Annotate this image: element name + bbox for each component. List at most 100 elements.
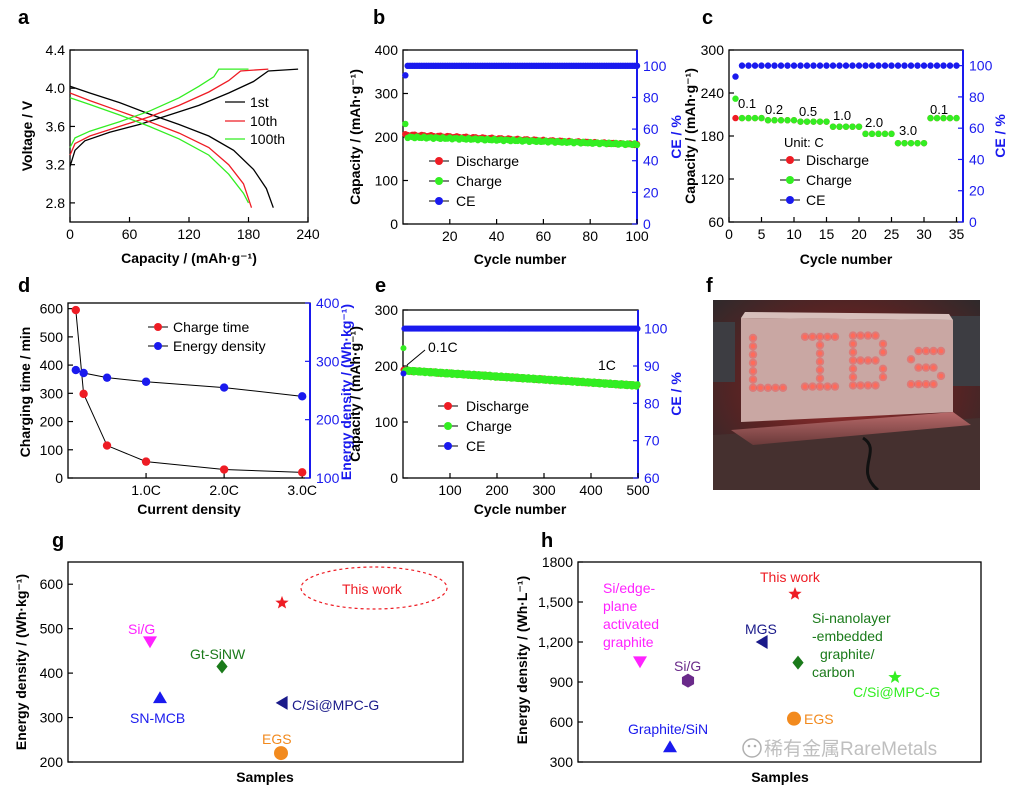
ce-point <box>881 62 889 69</box>
panel-e-x-tick-label: 300 <box>532 482 556 498</box>
led-dot <box>850 358 856 363</box>
panel-a-y-axis-label: Voltage / V <box>19 100 35 171</box>
charge-time-point <box>102 441 112 450</box>
charge-point <box>829 123 837 130</box>
panel-h-label-si-nanolayer-1: Si-nanolayer <box>812 610 891 626</box>
panel-g-y-tick-label: 200 <box>40 754 64 770</box>
legend-label-discharge: Discharge <box>456 153 519 169</box>
marker-Graphite/SiN <box>663 740 677 753</box>
panel-h-y-tick-label: 1800 <box>542 554 573 570</box>
ce-point <box>829 62 837 69</box>
panel-c-x-tick-label: 15 <box>819 226 835 242</box>
panel-d-y-tick-label: 600 <box>40 301 64 317</box>
panel-e-label: e <box>375 275 386 297</box>
led-dot <box>850 341 856 347</box>
legend-label-10th: 10th <box>250 113 277 129</box>
charge-point <box>803 118 811 125</box>
panel-h-ticks: 300 600 900 1,200 1,500 1800 <box>538 554 583 770</box>
watermark-text: 稀有金属RareMetals <box>764 738 937 760</box>
panel-b-y2-tick-label: 80 <box>643 89 659 105</box>
led-dot <box>750 368 756 374</box>
led-dot <box>923 381 929 387</box>
ce-point <box>849 62 856 69</box>
led-dot <box>765 385 771 391</box>
legend-label-100th: 100th <box>250 131 285 147</box>
wechat-icon-dot <box>747 744 751 748</box>
marker-Gt-SiNW <box>216 659 228 674</box>
led-dot <box>832 334 838 340</box>
ce-point <box>933 62 941 69</box>
panel-e-y-tick-label: 300 <box>375 302 399 318</box>
series-10th-charge-line <box>69 68 269 156</box>
ce-point <box>868 62 876 69</box>
led-dot <box>825 384 830 389</box>
panel-h-axes-frame <box>577 561 982 763</box>
panel-e-y-tick-label: 200 <box>375 358 399 374</box>
led-dot <box>938 373 944 379</box>
marker-Si/edge-plane activated graphite <box>633 656 647 669</box>
charge-point <box>400 345 407 352</box>
charge-point <box>771 117 778 124</box>
legend-label-discharge: Discharge <box>466 398 529 414</box>
panel-g-highlight-label: This work <box>342 581 403 597</box>
ce-point <box>758 62 765 69</box>
led-dot <box>916 381 921 387</box>
sign-panel <box>741 318 953 422</box>
charge-point <box>816 118 824 125</box>
led-dot <box>817 342 823 348</box>
charge-point <box>862 130 869 138</box>
legend-marker-discharge <box>435 157 443 165</box>
ce-point <box>634 325 641 332</box>
panel-c-y-tick-label: 300 <box>701 42 725 58</box>
panel-c-x-tick-label: 10 <box>786 226 802 242</box>
panel-d-x-axis-label: Current density <box>137 501 241 517</box>
legend-marker-ce <box>435 197 443 205</box>
marker-MGS <box>755 635 768 649</box>
panel-c-legend: Discharge Charge CE <box>780 152 869 208</box>
panel-e-x-tick-label: 500 <box>626 482 650 498</box>
marker-Si/G <box>143 636 157 649</box>
marker-This work <box>788 587 802 600</box>
led-dot <box>750 385 756 391</box>
charge-point <box>745 114 752 122</box>
panel-d-y-tick-label: 400 <box>40 357 64 373</box>
led-dot <box>850 374 856 380</box>
panel-c-y2-tick-label: 40 <box>969 151 985 167</box>
panel-b-y-tick-label: 0 <box>390 216 398 232</box>
panel-d-x-tick-label: 3.0C <box>287 482 317 498</box>
legend-marker-energy-density <box>154 342 162 350</box>
series-1st-charge-line <box>69 68 299 167</box>
panel-d-y-tick-label: 500 <box>40 329 64 345</box>
panel-h-label-si-g: Si/G <box>674 658 701 674</box>
panel-b-y-axis-label: Capacity / (mAh·g⁻¹) <box>347 69 363 205</box>
charge-time-point <box>219 465 229 474</box>
panel-h-label-c-si-mpc-g: C/Si@MPC-G <box>853 684 940 700</box>
panel-d-y2-axis-label: Energy density / (Wh·kg⁻¹) <box>338 304 354 480</box>
led-dot <box>938 348 944 354</box>
panel-b-x-tick-label: 60 <box>536 228 552 244</box>
panel-g-ticks: 200 300 400 500 600 <box>40 576 73 770</box>
ce-point <box>810 62 817 69</box>
led-dot <box>850 366 856 372</box>
series-10th-discharge-line <box>69 92 253 208</box>
led-dot <box>810 384 815 389</box>
ce-point <box>907 62 915 69</box>
panel-e-ticks: 100 200 300 400 500 0 100 200 300 60 70 80 90 100 <box>375 302 668 498</box>
panel-h-label-si-edge-1: Si/edge- <box>603 580 655 596</box>
legend-marker-charge <box>435 177 443 185</box>
ce-point <box>797 62 804 69</box>
energy-density-line <box>75 369 303 397</box>
panel-c-x-tick-label: 5 <box>758 226 766 242</box>
sign-stand-base <box>731 412 971 445</box>
led-dot <box>802 384 808 389</box>
panel-a-x-tick-label: 60 <box>122 226 138 242</box>
ce-point <box>862 62 869 69</box>
ce-point <box>953 62 960 69</box>
panel-g-label-sn-mcb: SN-MCB <box>130 710 185 726</box>
led-dot <box>865 358 871 363</box>
rate-label-0.2: 0.2 <box>765 102 783 117</box>
panel-h-label-graphite-sin: Graphite/SiN <box>628 721 708 737</box>
panel-c-y-tick-label: 60 <box>708 214 724 230</box>
panel-g-y-tick-label: 500 <box>40 621 64 637</box>
